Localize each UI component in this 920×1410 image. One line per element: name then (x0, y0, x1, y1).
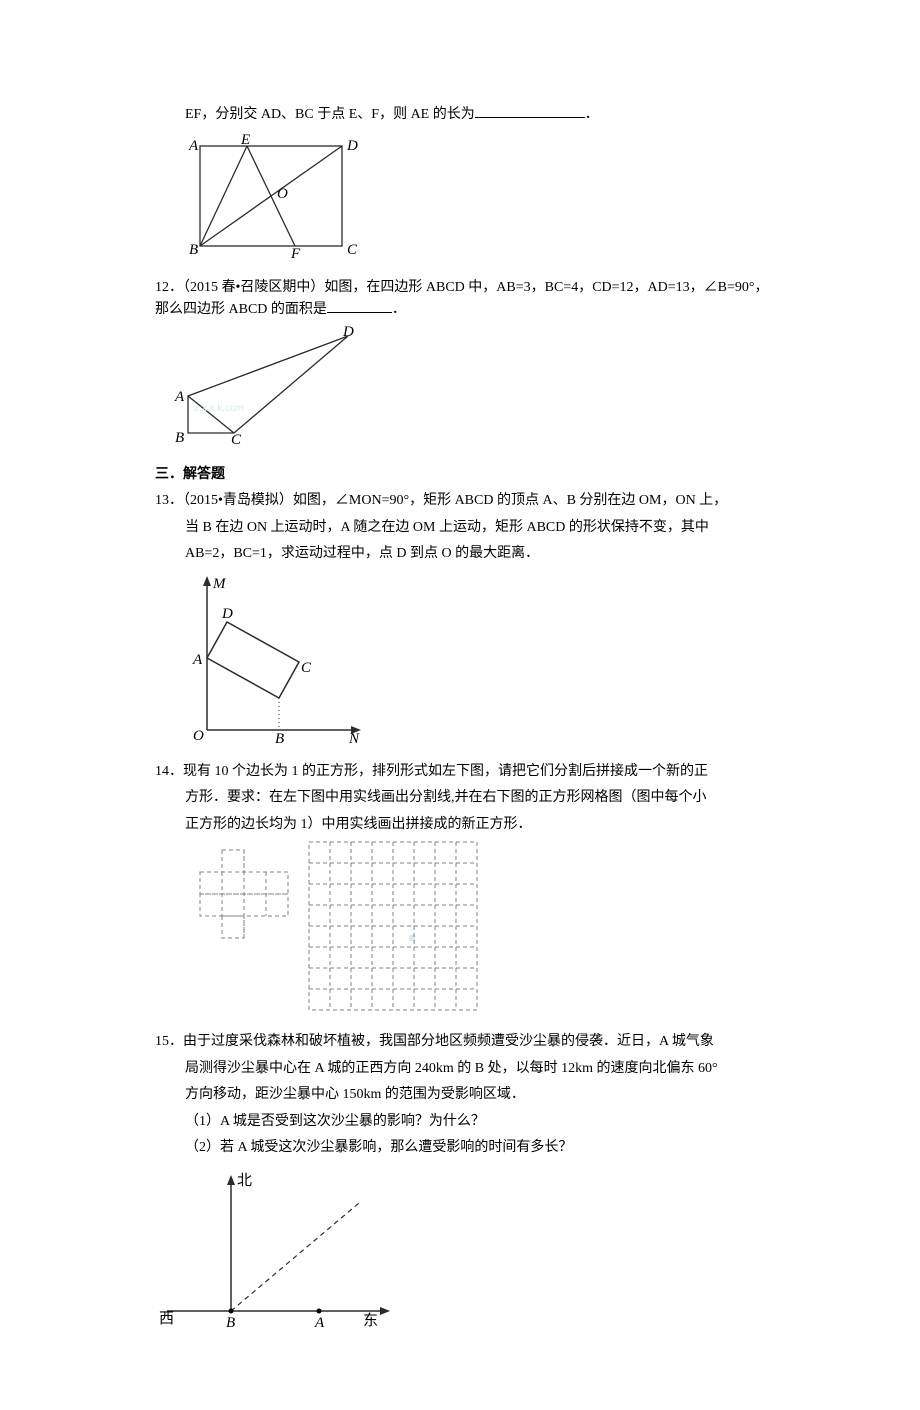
q12-body: 12．（2015 春•召陵区期中）如图，在四边形 ABCD 中，AB=3，BC=… (155, 280, 769, 317)
svg-text:N: N (348, 731, 360, 745)
svg-text:M: M (212, 576, 227, 592)
q11-period: ． (585, 107, 599, 122)
q15-sub1: （1）A 城是否受到这次沙尘暴的影响？为什么？ (185, 1111, 770, 1133)
svg-text:西: 西 (159, 1311, 174, 1327)
svg-text:北: 北 (237, 1172, 252, 1189)
q11-blank (475, 117, 585, 118)
q12-period: ． (392, 302, 406, 317)
svg-text:O: O (193, 728, 204, 744)
q15-line2: 局测得沙尘暴中心在 A 城的正西方向 240km 的 B 处，以每时 12km … (185, 1058, 770, 1080)
svg-text:东: 东 (363, 1312, 378, 1329)
q12-text: 12．（2015 春•召陵区期中）如图，在四边形 ABCD 中，AB=3，BC=… (155, 277, 770, 322)
q15-sub2: （2）若 A 城受这次沙尘暴影响，那么遭受影响的时间有多长？ (185, 1137, 770, 1159)
svg-text:B: B (189, 242, 198, 258)
svg-text:B: B (226, 1315, 235, 1331)
q13-line2: 当 B 在边 ON 上运动时，A 随之在边 OM 上运动，矩形 ABCD 的形状… (185, 517, 770, 539)
q14-figure (197, 840, 770, 1023)
q14-line3: 正方形的边长均为 1）中用实线画出拼接成的新正方形． (185, 814, 770, 836)
svg-text:C: C (347, 242, 358, 258)
q12-figure: z.x.x.k.com A B C D (161, 326, 770, 454)
svg-text:B: B (175, 430, 184, 446)
svg-text:F: F (290, 246, 301, 260)
q13-line1: 13．（2015•青岛模拟）如图，∠MON=90°，矩形 ABCD 的顶点 A、… (155, 490, 770, 512)
svg-text:D: D (342, 326, 354, 340)
q13-line3: AB=2，BC=1，求运动过程中，点 D 到点 O 的最大距离． (185, 543, 770, 565)
svg-text:C: C (301, 660, 312, 676)
svg-text:B: B (275, 731, 284, 745)
svg-text:D: D (346, 138, 358, 154)
q11-body: EF，分别交 AD、BC 于点 E、F，则 AE 的长为 (185, 107, 475, 122)
q11-text: EF，分别交 AD、BC 于点 E、F，则 AE 的长为 ． (185, 104, 770, 126)
q14-line1: 14．现有 10 个边长为 1 的正方形，排列形式如左下图，请把它们分割后拼接成… (155, 761, 770, 783)
svg-text:A: A (188, 138, 199, 154)
q15-line3: 方向移动，距沙尘暴中心 150km 的范围为受影响区域． (185, 1084, 770, 1106)
q15-figure: 北 西 东 B A (159, 1163, 770, 1341)
svg-text:A: A (314, 1315, 325, 1331)
svg-text:z.x.x.k.com: z.x.x.k.com (194, 403, 244, 414)
q11-figure: A E D B F C O (177, 130, 770, 268)
svg-text:E: E (240, 132, 250, 148)
svg-text:O: O (277, 186, 288, 202)
svg-text:A: A (192, 652, 203, 668)
q15-line1: 15．由于过度采伐森林和破坏植被，我国部分地区频频遭受沙尘暴的侵袭．近日，A 城… (155, 1031, 770, 1053)
svg-text:A: A (174, 389, 185, 405)
q14-line2: 方形．要求：在左下图中用实线画出分割线,并在右下图的正方形网格图（图中每个小 (185, 787, 770, 809)
q12-blank (327, 312, 392, 313)
svg-text:D: D (221, 606, 233, 622)
section-3-heading: 三．解答题 (155, 464, 770, 486)
q13-figure: M O N A D C B (177, 570, 770, 753)
svg-text:C: C (231, 432, 242, 446)
